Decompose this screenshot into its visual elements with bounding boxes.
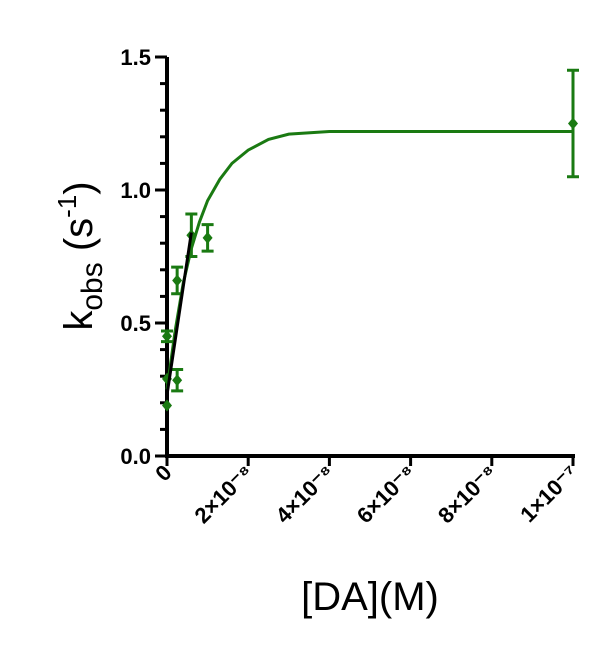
y-axis-label: kobs (s-1) [52, 181, 109, 330]
point [172, 374, 183, 387]
y-tick-label: 0.5 [120, 311, 151, 336]
y-label-mid: (s [57, 218, 101, 262]
x-tick-label: 1×10⁻⁷ [515, 460, 582, 527]
x-tick-label: 4×10⁻⁸ [271, 460, 339, 528]
point [568, 117, 578, 130]
x-tick-label: 6×10⁻⁸ [352, 460, 420, 528]
point [162, 399, 172, 412]
point [162, 330, 172, 343]
point [202, 231, 213, 244]
x-axis-label: [DA](M) [301, 575, 439, 619]
x-tick-label: 8×10⁻⁸ [433, 460, 501, 528]
x-tick-label: 2×10⁻⁸ [189, 460, 257, 528]
y-label-sub: obs [76, 262, 109, 310]
x-tick-label: 0 [150, 460, 176, 486]
linear-fit [165, 232, 193, 396]
y-tick-label: 1.0 [120, 178, 151, 203]
y-label-sup: -1 [52, 195, 82, 218]
y-tick-label: 0.0 [120, 444, 151, 469]
y-tick-label: 1.5 [120, 45, 151, 70]
y-label-base: k [57, 310, 101, 331]
point [172, 274, 183, 287]
y-label-end: ) [57, 181, 101, 194]
fit-curve [165, 129, 573, 390]
